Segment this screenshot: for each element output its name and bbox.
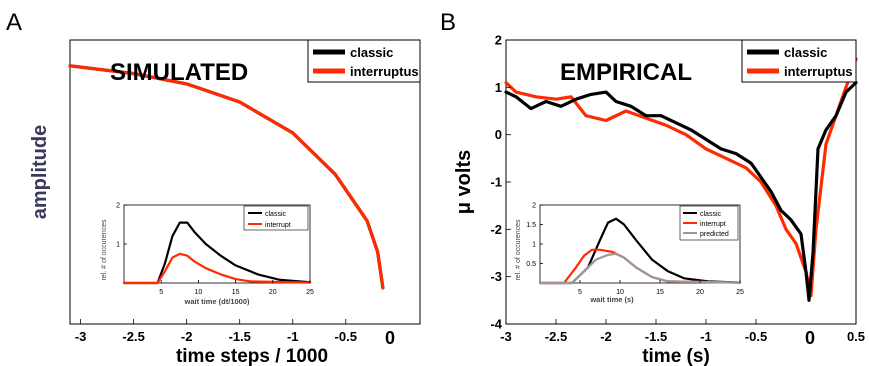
legend-a-interruptus: interruptus — [350, 64, 419, 79]
b-main-xtick-label: -1 — [700, 329, 712, 344]
b-inset-ytick-label: 1.5 — [526, 222, 536, 229]
b-main-ytick-label: -4 — [490, 317, 502, 332]
legend-b: classic interruptus — [741, 39, 857, 83]
inset-b-xlabel: wait time (s) — [589, 295, 634, 304]
b-inset-ytick-label: 1 — [532, 241, 536, 248]
inset-b-ylabel: rel. # of occurences — [515, 219, 522, 281]
inset-a-xlabel: wait time (dt/1000) — [183, 297, 250, 306]
inset-a-ylabel: rel. # of occurences — [101, 219, 108, 281]
heading-b: EMPIRICAL — [560, 59, 692, 86]
inset-a: 5 10 15 20 25 1 2 wait time (dt/1000) rel. # o… — [101, 202, 314, 306]
b-inset-ytick-label: 2 — [532, 202, 536, 209]
b-main-ytick-label: -2 — [490, 222, 502, 237]
inset-a-legend-classic: classic — [265, 211, 287, 218]
b-main-xtick-label: -0.5 — [745, 329, 767, 344]
a-inset-line-interrupt — [122, 252, 312, 285]
inset-b-legend-interrupt: interrupt — [700, 221, 726, 228]
b-main-xtick-label: 0.5 — [847, 329, 865, 344]
b-main-ytick-label: 1 — [495, 80, 502, 95]
zero-label-b: 0 — [805, 328, 815, 348]
inset-a-legend: classic interrupt — [243, 205, 309, 231]
b-inset-line-predicted — [538, 252, 742, 285]
legend-b-classic: classic — [784, 45, 827, 60]
b-inset-xtick-label: 20 — [696, 289, 704, 296]
inset-b: 5 10 15 20 25 0.5 1 1.5 2 wait time (s) rel. # o… — [515, 202, 744, 304]
panel-letter-a: A — [6, 9, 22, 36]
b-inset-xtick-label: 15 — [656, 289, 664, 296]
b-main-ytick-label: 2 — [495, 33, 502, 48]
a-main-xtick-label: -2 — [181, 329, 193, 344]
a-inset-xtick-label: 10 — [195, 289, 203, 296]
a-main-line-interruptus — [68, 64, 385, 290]
b-main-line-classic — [504, 80, 858, 302]
b-main-line-interruptus — [504, 57, 858, 298]
xlabel-b: time (s) — [642, 346, 710, 366]
a-inset-ytick-label: 2 — [116, 202, 120, 209]
b-inset-xtick-label: 10 — [616, 289, 624, 296]
zero-label-a: 0 — [385, 328, 395, 348]
b-inset-ytick-label: 0.5 — [526, 261, 536, 268]
heading-a: SIMULATED — [110, 59, 248, 86]
b-main-ytick-label: -3 — [490, 269, 502, 284]
b-main-xtick-label: -2.5 — [545, 329, 567, 344]
inset-b-legend-predicted: predicted — [700, 231, 729, 238]
inset-b-legend-classic: classic — [700, 211, 722, 218]
panel-letter-b: B — [440, 9, 456, 36]
panel-a: -3 -2.5 -2 -1.5 -1 -0.5 amplitude time steps … — [29, 39, 421, 366]
inset-a-legend-interrupt: interrupt — [265, 222, 291, 229]
a-main-xtick-label: -0.5 — [335, 329, 357, 344]
a-main-xtick-label: -1 — [287, 329, 299, 344]
b-inset-xtick-label: 25 — [736, 289, 744, 296]
plot-frame-a — [69, 39, 421, 325]
b-inset-xtick-label: 5 — [578, 289, 582, 296]
legend-a-classic: classic — [350, 45, 393, 60]
ylabel-a: amplitude — [29, 125, 51, 219]
a-inset-xtick-label: 5 — [159, 289, 163, 296]
ylabel-b: μ volts — [453, 150, 475, 214]
legend-a: classic interruptus — [307, 39, 421, 83]
a-inset-line-classic — [122, 221, 312, 285]
b-main-ytick-label: 0 — [495, 127, 502, 142]
b-main-xtick-label: -3 — [500, 329, 512, 344]
a-inset-xtick-label: 25 — [306, 289, 314, 296]
inset-b-legend: classic interrupt predicted — [679, 205, 739, 241]
b-main-ytick-label: -1 — [490, 175, 502, 190]
a-inset-ytick-label: 1 — [116, 241, 120, 248]
a-inset-xtick-label: 15 — [232, 289, 240, 296]
b-main-xtick-label: -1.5 — [645, 329, 667, 344]
a-main-xtick-label: -1.5 — [228, 329, 250, 344]
a-main-xtick-label: -3 — [75, 329, 87, 344]
a-inset-xtick-label: 20 — [269, 289, 277, 296]
legend-b-interruptus: interruptus — [784, 64, 853, 79]
xlabel-a: time steps / 1000 — [176, 346, 328, 366]
a-main-xtick-label: -2.5 — [122, 329, 144, 344]
b-main-xtick-label: -2 — [600, 329, 612, 344]
